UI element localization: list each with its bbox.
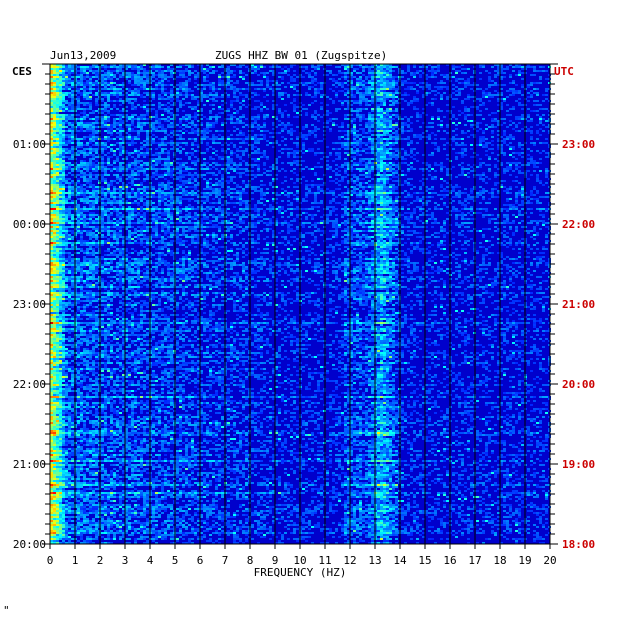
left-time-tick-label: 01:00 [13,138,46,151]
x-tick-label: 20 [543,554,556,567]
right-time-tick-label: 19:00 [562,458,595,471]
right-time-tick-label: 18:00 [562,538,595,551]
x-tick-label: 8 [247,554,254,567]
x-tick-label: 7 [222,554,229,567]
right-time-tick-label: 23:00 [562,138,595,151]
x-tick-label: 11 [318,554,331,567]
x-tick-label: 10 [293,554,306,567]
x-tick-label: 3 [122,554,129,567]
x-tick-label: 4 [147,554,154,567]
x-tick-label: 15 [418,554,431,567]
left-time-tick-label: 23:00 [13,298,46,311]
right-axis-label: UTC [554,65,574,78]
right-time-tick-label: 21:00 [562,298,595,311]
left-time-tick-label: 22:00 [13,378,46,391]
left-time-tick-label: 21:00 [13,458,46,471]
axes [42,63,558,549]
x-tick-label: 2 [97,554,104,567]
right-time-tick-labels: 23:00 22:00 21:00 20:00 19:00 18:00 [562,138,595,551]
x-tick-label: 1 [72,554,79,567]
x-tick-label: 0 [47,554,54,567]
x-tick-label: 16 [443,554,456,567]
left-time-tick-label: 20:00 [13,538,46,551]
x-axis-label: FREQUENCY (HZ) [254,566,347,579]
x-tick-label: 19 [518,554,531,567]
footnote-mark: " [3,604,10,617]
grid-lines [49,64,551,544]
chart-title: ZUGS HHZ BW 01 (Zugspitze) [215,49,387,62]
x-tick-label: 9 [272,554,279,567]
x-tick-label: 13 [368,554,381,567]
left-time-tick-label: 00:00 [13,218,46,231]
right-time-tick-label: 22:00 [562,218,595,231]
x-tick-label: 5 [172,554,179,567]
x-tick-labels: 0 1 2 3 4 5 6 7 8 9 10 11 12 13 14 15 16 17 18 19 20 [47,554,557,567]
x-tick-label: 14 [393,554,407,567]
left-axis-label: CES [12,65,32,78]
x-tick-label: 6 [197,554,204,567]
x-tick-label: 12 [343,554,356,567]
x-tick-label: 17 [468,554,481,567]
date-label: Jun13,2009 [50,49,116,62]
right-time-tick-label: 20:00 [562,378,595,391]
left-time-tick-labels: 01:00 00:00 23:00 22:00 21:00 20:00 [13,138,46,551]
x-tick-label: 18 [493,554,506,567]
